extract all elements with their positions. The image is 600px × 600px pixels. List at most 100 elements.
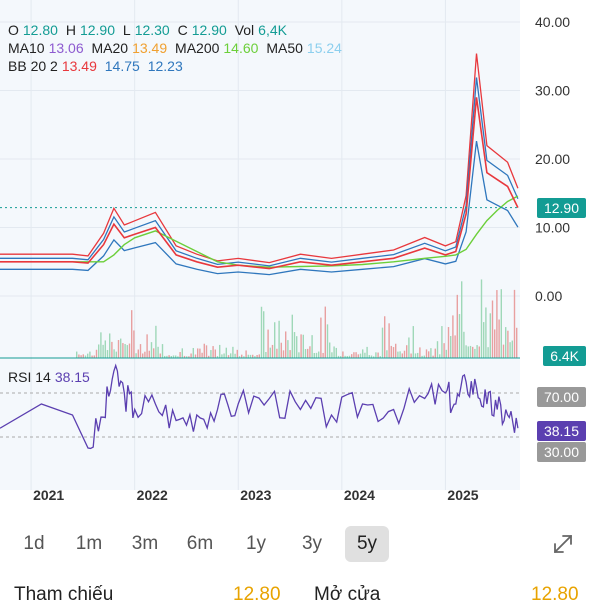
volume-bar [397, 351, 399, 358]
reference-price-label: Tham chiếu [14, 584, 114, 600]
volume-bar [181, 348, 183, 358]
volume-bar [496, 290, 498, 358]
volume-bar [192, 347, 194, 358]
volume-bar [326, 324, 329, 358]
price-tick-label: 40.00 [535, 14, 570, 30]
volume-bar [443, 343, 445, 358]
volume-bar [478, 346, 480, 358]
volume-bar [507, 330, 509, 358]
bb-legend: BB 20 2 13.49 14.75 12.23 [8, 58, 187, 74]
volume-bar [342, 351, 344, 358]
ma200-label: MA200 [175, 40, 220, 56]
volume-bar [256, 354, 258, 358]
volume-bar [434, 348, 436, 358]
range-tab-3y[interactable]: 3y [301, 533, 323, 554]
volume-bar [331, 352, 333, 358]
volume-bar [408, 337, 410, 358]
volume-bar [423, 355, 425, 358]
volume-bar [159, 353, 161, 358]
volume-bar [390, 345, 392, 358]
vol-value: 6,4K [258, 22, 287, 38]
ma50-label: MA50 [266, 40, 303, 56]
volume-bar [247, 354, 249, 358]
range-tab-1d[interactable]: 1d [23, 533, 45, 554]
volume-bar [287, 340, 289, 358]
volume-bar [142, 353, 144, 358]
range-tab-1m[interactable]: 1m [75, 533, 103, 554]
volume-bar [399, 351, 401, 358]
rsi-value-header: 38.15 [54, 369, 90, 385]
volume-bar [430, 348, 432, 358]
bb-lower-value: 12.23 [147, 58, 183, 74]
volume-bar [274, 322, 276, 358]
volume-bar [340, 356, 342, 358]
volume-bar [133, 330, 135, 358]
rsi-70-badge: 70.00 [536, 387, 586, 407]
volume-bar [379, 356, 381, 358]
high-value: 12.90 [79, 22, 115, 38]
volume-bar [131, 310, 133, 358]
volume-bar [421, 355, 423, 358]
ma10-label: MA10 [8, 40, 45, 56]
volume-bar [280, 342, 282, 358]
volume-bar [419, 347, 421, 358]
volume-bar [76, 351, 78, 358]
volume-bar [230, 353, 232, 358]
rsi-30-badge: 30.00 [536, 442, 586, 462]
ma20-label: MA20 [91, 40, 129, 56]
price-chart[interactable]: 40.00 30.00 20.00 10.00 0.00 2021 2022 2023 2024… [0, 0, 600, 520]
range-tab-6m[interactable]: 6m [186, 533, 214, 554]
volume-bar [188, 356, 190, 358]
volume-bars [76, 279, 518, 358]
price-tick-label: 30.00 [535, 83, 570, 99]
rsi-panel [0, 363, 520, 450]
volume-bar [148, 350, 150, 358]
volume-bar [221, 354, 223, 358]
volume-bar [311, 335, 313, 358]
range-tab-5y[interactable]: 5y [345, 526, 389, 562]
volume-bar [243, 356, 245, 358]
expand-icon[interactable] [550, 531, 576, 557]
volume-bar [403, 350, 406, 358]
volume-bar [210, 350, 212, 358]
volume-bar [216, 356, 219, 358]
volume-bar [236, 349, 238, 358]
volume-bar [153, 348, 155, 358]
volume-bar [155, 325, 157, 358]
volume-bar [502, 344, 505, 358]
volume-bar [452, 315, 454, 358]
volume-bar [441, 326, 443, 358]
volume-bar [364, 352, 366, 358]
price-lines [0, 53, 519, 276]
volume-bar [318, 351, 320, 358]
volume-bar [120, 338, 122, 358]
volume-bar [344, 355, 346, 358]
volume-bar [95, 349, 98, 358]
grid [0, 0, 520, 490]
volume-bar [370, 355, 373, 358]
volume-bar [289, 350, 291, 358]
volume-bar [412, 326, 414, 358]
volume-bar [98, 344, 100, 358]
open-label: O [8, 22, 19, 38]
range-tab-3m[interactable]: 3m [131, 533, 159, 554]
volume-bar [124, 344, 126, 358]
volume-bar [111, 341, 113, 358]
chart-area[interactable]: 40.00 30.00 20.00 10.00 0.00 2021 2022 2023 2024… [0, 0, 600, 520]
bb-upper-line [0, 53, 519, 264]
volume-bar [91, 355, 93, 358]
axes: 40.00 30.00 20.00 10.00 0.00 2021 2022 2023 2024… [0, 14, 570, 503]
volume-bar [179, 352, 181, 358]
range-tab-1y[interactable]: 1y [245, 533, 267, 554]
volume-bar [461, 281, 463, 358]
volume-bar [267, 329, 269, 358]
vol-label: Vol [234, 22, 255, 38]
volume-bar [509, 342, 511, 358]
volume-bar [474, 348, 476, 358]
volume-bar [401, 353, 403, 358]
plot-background [0, 0, 520, 490]
volume-bar [205, 345, 208, 358]
volume-bar [166, 355, 168, 358]
reference-price-value: 12.80 [233, 584, 281, 600]
volume-bar [115, 351, 117, 358]
